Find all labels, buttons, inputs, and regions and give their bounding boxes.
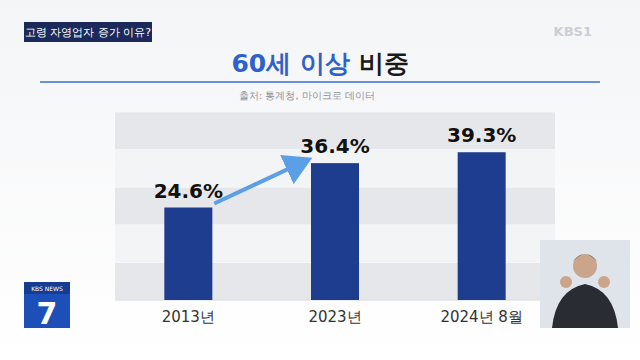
bar (458, 152, 506, 300)
chart-root: 고령 자영업자 증가 이유? KBS1 60세 이상 비중출처: 통계청, 마이크로… (0, 0, 640, 360)
inset-hair (573, 254, 597, 262)
trend-arrow (214, 161, 305, 203)
program-logo-band (24, 282, 70, 294)
data-label: 24.6% (154, 179, 223, 203)
category-label: 2024년 8월 (440, 308, 523, 326)
program-number: 7 (37, 296, 58, 331)
bars (164, 152, 505, 300)
chart-title: 60세 이상 비중 (231, 49, 408, 78)
bar (311, 163, 359, 300)
category-label: 2013년 (162, 308, 215, 326)
title-part: 60세 이상 (231, 49, 358, 78)
background (0, 0, 640, 360)
grid-line (115, 112, 555, 113)
grid (115, 112, 555, 300)
interpreter-inset (540, 240, 630, 328)
inset-bg (540, 240, 630, 328)
inset-body (552, 284, 618, 328)
inset-head (573, 254, 597, 278)
header-box (24, 22, 152, 42)
inset-hand (560, 276, 572, 288)
program-name: KBS NEWS (31, 285, 63, 292)
category-label: 2023년 (308, 308, 361, 326)
data-label: 36.4% (300, 134, 369, 158)
data-label: 39.3% (447, 123, 516, 147)
channel-logo: KBS1 (554, 24, 592, 39)
inset-hand (598, 276, 610, 288)
chart-source: 출처: 통계청, 마이크로 데이터 (239, 90, 375, 101)
title-rule (40, 81, 600, 83)
title-part: 비중 (359, 49, 409, 78)
header-topic: 고령 자영업자 증가 이유? (25, 26, 151, 39)
bar (164, 208, 212, 300)
